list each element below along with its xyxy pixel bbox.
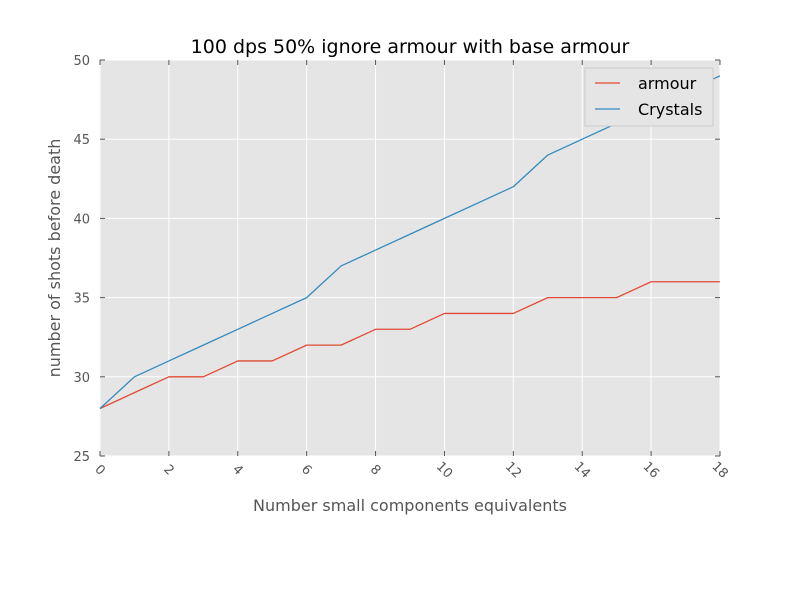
x-tick-label: 4 [229,462,245,478]
legend-label-crystals: Crystals [638,100,702,119]
x-tick-label: 16 [640,459,662,481]
y-tick-label: 35 [73,292,90,307]
x-tick-label: 14 [571,459,593,481]
x-axis-label: Number small components equivalents [253,496,567,515]
series-line-armour [99,281,720,410]
x-tick-label: 10 [433,459,455,481]
x-tick-label: 12 [502,459,524,481]
y-axis-label: number of shots before death [45,139,64,378]
y-tick-label: 30 [73,371,90,386]
legend-label-armour: armour [638,74,697,93]
y-tick-label: 45 [73,133,90,148]
x-tick-label: 0 [91,462,107,478]
legend: armour Crystals [584,67,714,127]
x-tick-label: 8 [367,462,383,478]
y-tick-label: 40 [73,212,90,227]
x-tick-label: 2 [160,462,176,478]
x-tick-label: 6 [298,462,314,478]
y-tick-labels: 25 30 35 40 45 50 [73,54,90,465]
legend-box [584,67,714,127]
x-tick-labels: 0 2 4 6 8 10 12 14 16 18 [91,459,730,481]
y-tick-label: 50 [73,54,90,69]
chart-title: 100 dps 50% ignore armour with base armo… [191,36,630,58]
axis-ticks [99,59,721,457]
x-tick-label: 18 [708,459,730,481]
y-tick-label: 25 [73,450,90,465]
